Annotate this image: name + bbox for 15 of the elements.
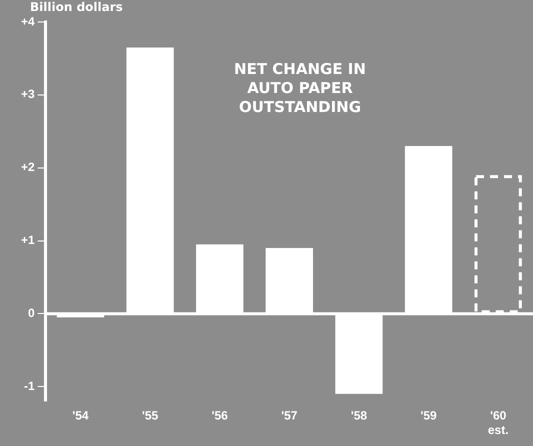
y-tick-label: +2 xyxy=(20,160,35,174)
x-tick-label: '55 xyxy=(142,408,159,423)
y-tick-label: +4 xyxy=(20,14,35,28)
text: NET CHANGE IN AUTO PAPER OUTSTANDING xyxy=(233,60,367,117)
x-tick-label: '54 xyxy=(72,408,89,423)
y-tick-label: +3 xyxy=(20,87,35,102)
x-tick-label: '58 xyxy=(350,408,368,423)
y-axis-title: Billion dollars xyxy=(30,0,123,14)
y-tick-label: +1 xyxy=(20,233,35,248)
x-tick-label: '60 est. xyxy=(488,408,509,438)
y-tick-label: -1 xyxy=(24,378,36,393)
x-tick-label: '59 xyxy=(420,408,437,423)
x-tick-label: '57 xyxy=(281,408,298,423)
y-tick-label: 0 xyxy=(28,306,35,320)
x-tick-label: '56 xyxy=(212,408,228,423)
